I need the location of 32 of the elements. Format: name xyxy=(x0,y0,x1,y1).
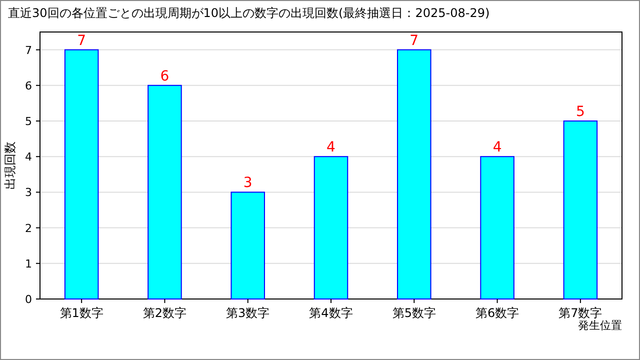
y-tick-label: 4 xyxy=(25,150,32,164)
y-tick-label: 1 xyxy=(25,257,32,270)
data-label: 3 xyxy=(243,175,252,192)
chart-title: 直近30回の各位置ごとの出現周期が10以上の数字の出現回数(最終抽選日：2025-08-29) xyxy=(8,6,490,20)
y-tick-label: 7 xyxy=(25,44,32,57)
y-tick-label: 6 xyxy=(25,79,32,92)
x-tick-label: 第1数字 xyxy=(60,306,104,320)
y-axis-title: 出現回数 xyxy=(3,142,17,190)
x-tick-label: 第3数字 xyxy=(226,306,270,320)
bar xyxy=(230,192,265,300)
bar xyxy=(148,84,182,300)
x-tick-label: 第6数字 xyxy=(475,306,520,320)
bar xyxy=(480,156,514,300)
x-tick-label: 第4数字 xyxy=(309,306,353,320)
data-label: 5 xyxy=(576,104,585,120)
x-tick-label: 第2数字 xyxy=(142,306,187,320)
y-tick-label: 3 xyxy=(25,186,32,200)
data-label: 7 xyxy=(410,32,419,49)
bar xyxy=(397,49,432,300)
data-label: 4 xyxy=(326,140,336,156)
y-tick-label: 0 xyxy=(25,293,32,306)
y-tick-label: 2 xyxy=(25,222,32,235)
x-tick-label: 第5数字 xyxy=(392,306,436,320)
y-tick-label: 5 xyxy=(25,115,32,128)
bar xyxy=(563,120,598,300)
data-label: 7 xyxy=(77,32,86,49)
x-tick-label: 第7数字 xyxy=(558,306,602,320)
data-label: 6 xyxy=(160,68,170,84)
data-label: 4 xyxy=(492,140,502,156)
x-axis-title: 発生位置 xyxy=(578,319,622,332)
bar xyxy=(64,49,99,300)
bar xyxy=(314,156,348,300)
